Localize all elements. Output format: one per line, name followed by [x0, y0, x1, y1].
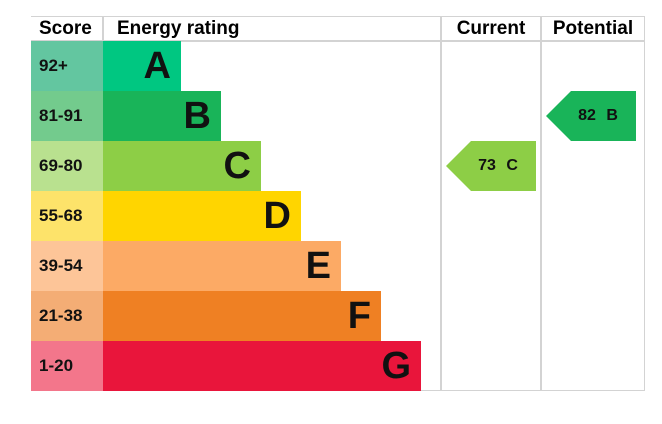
score-cell: 69-80	[31, 141, 103, 191]
current-rating-arrow: 73 C	[446, 141, 536, 191]
header-potential: Potential	[552, 18, 634, 39]
rating-bar-a: A	[103, 41, 181, 91]
rating-letter: D	[263, 195, 291, 237]
score-divider	[102, 16, 104, 41]
score-cell: 21-38	[31, 291, 103, 341]
current-rating-label: 73 C	[478, 157, 518, 174]
rating-bar-c: C	[103, 141, 261, 191]
rating-letter: C	[223, 145, 251, 187]
arrow-shape-icon	[546, 91, 636, 141]
rating-bar-f: F	[103, 291, 381, 341]
score-cell: 92+	[31, 41, 103, 91]
header-bottom-border	[31, 40, 645, 42]
top-border	[31, 16, 645, 17]
header-score: Score	[39, 18, 92, 39]
rating-letter: F	[347, 295, 371, 337]
current-left-divider	[440, 16, 442, 391]
rating-bar-e: E	[103, 241, 341, 291]
potential-left-divider	[540, 16, 542, 391]
rating-letter: G	[381, 345, 411, 387]
score-cell: 55-68	[31, 191, 103, 241]
rating-letter: A	[143, 45, 171, 87]
rating-letter: B	[183, 95, 211, 137]
rating-bar-b: B	[103, 91, 221, 141]
right-border	[644, 16, 645, 391]
score-cell: 81-91	[31, 91, 103, 141]
potential-rating-arrow: 82 B	[546, 91, 636, 141]
score-cell: 1-20	[31, 341, 103, 391]
header-current: Current	[456, 18, 526, 39]
energy-rating-chart: Score Energy rating Current Potential 92…	[31, 16, 645, 391]
rating-letter: E	[305, 245, 331, 287]
potential-rating-label: 82 B	[578, 107, 618, 124]
arrow-shape-icon	[446, 141, 536, 191]
rating-bar-g: G	[103, 341, 421, 391]
score-cell: 39-54	[31, 241, 103, 291]
rating-bar-d: D	[103, 191, 301, 241]
header-energy-rating: Energy rating	[117, 18, 240, 39]
